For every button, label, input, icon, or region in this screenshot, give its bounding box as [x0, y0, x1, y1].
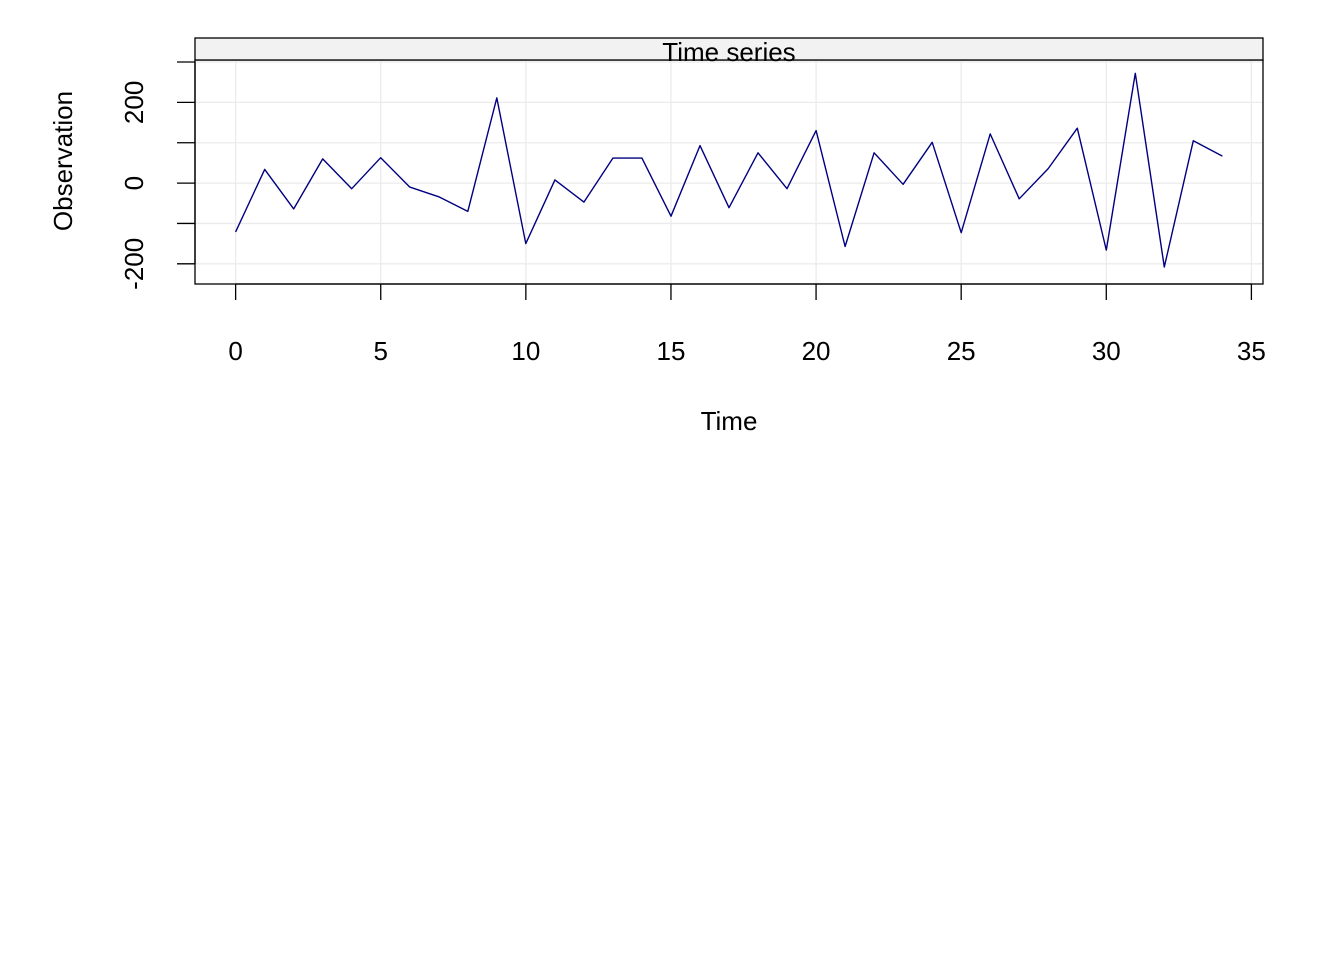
x-axis-label: Time	[701, 406, 758, 436]
y-axis: -200 0 200	[119, 61, 196, 290]
series-layer	[234, 72, 1223, 268]
strip-header: Time series	[194, 37, 1264, 67]
x-tick-label: 30	[1092, 336, 1121, 366]
y-tick-label: 200	[119, 81, 149, 124]
strip-title: Time series	[662, 37, 795, 67]
x-tick-label: 25	[947, 336, 976, 366]
x-tick-label: 10	[511, 336, 540, 366]
y-tick-label: 0	[119, 176, 149, 190]
strip-box	[194, 37, 1264, 61]
x-tick-label: 15	[656, 336, 685, 366]
x-tick-label: 35	[1237, 336, 1266, 366]
y-tick-label: -200	[119, 238, 149, 290]
x-axis: 0 5 10 15 20 25 30 35	[228, 283, 1266, 366]
grid-layer	[195, 60, 1263, 284]
series-line	[234, 72, 1223, 268]
x-tick-label: 0	[228, 336, 242, 366]
x-tick-label: 20	[802, 336, 831, 366]
y-axis-label: Observation	[48, 91, 78, 231]
x-tick-label: 5	[374, 336, 388, 366]
plot-frame	[194, 59, 1264, 285]
